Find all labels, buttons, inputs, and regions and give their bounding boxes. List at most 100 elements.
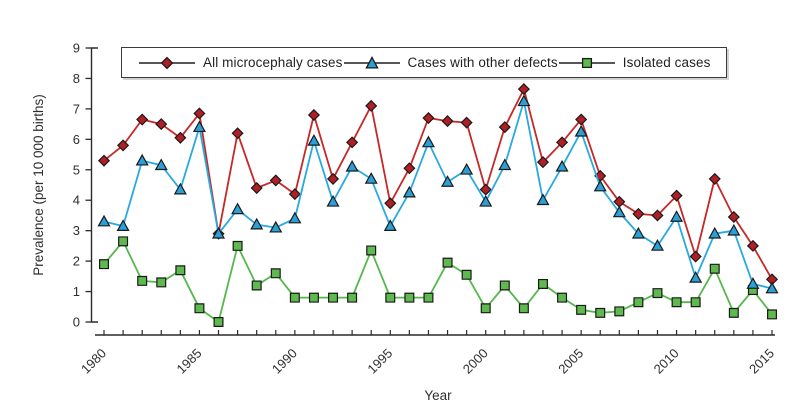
data-point-all-microcephaly-cases	[651, 209, 664, 222]
series-group	[97, 83, 779, 327]
data-point-all-microcephaly-cases	[670, 189, 683, 202]
data-point-cases-with-other-defects	[746, 277, 760, 289]
y-tick-label: 9	[73, 41, 80, 56]
data-point-all-microcephaly-cases	[422, 111, 435, 125]
y-tick-label: 4	[73, 193, 80, 208]
y-tick-label: 7	[73, 101, 80, 116]
data-point-cases-with-other-defects	[231, 202, 245, 215]
data-point-all-microcephaly-cases	[498, 121, 511, 134]
data-point-cases-with-other-defects	[765, 281, 779, 294]
data-point-all-microcephaly-cases	[326, 172, 340, 185]
data-point-cases-with-other-defects	[631, 226, 645, 239]
data-point-all-microcephaly-cases	[117, 139, 130, 152]
data-point-isolated-cases	[537, 278, 548, 289]
data-point-isolated-cases	[423, 292, 434, 303]
data-point-cases-with-other-defects	[97, 214, 111, 227]
data-point-isolated-cases	[595, 307, 606, 318]
x-tick-label: 1985	[173, 346, 204, 377]
data-point-cases-with-other-defects	[326, 194, 340, 207]
data-point-isolated-cases	[366, 245, 377, 256]
triangle-marker-icon	[343, 55, 400, 69]
data-point-cases-with-other-defects	[670, 210, 684, 222]
data-point-all-microcephaly-cases	[746, 239, 759, 252]
data-point-cases-with-other-defects	[116, 219, 130, 231]
data-point-all-microcephaly-cases	[479, 183, 492, 196]
series-isolated-cases	[99, 236, 777, 327]
data-point-cases-with-other-defects	[574, 124, 588, 137]
data-point-cases-with-other-defects	[307, 134, 321, 146]
data-point-cases-with-other-defects	[593, 179, 607, 192]
y-axis-title: Prevalence (per 10 000 births)	[31, 94, 46, 276]
data-point-all-microcephaly-cases	[441, 115, 454, 128]
data-point-all-microcephaly-cases	[250, 181, 263, 195]
data-point-cases-with-other-defects	[555, 159, 569, 172]
data-point-isolated-cases	[633, 297, 644, 308]
data-point-all-microcephaly-cases	[384, 197, 397, 210]
data-point-isolated-cases	[194, 303, 205, 314]
y-tick-label: 3	[73, 223, 80, 238]
data-point-isolated-cases	[328, 292, 339, 303]
data-point-all-microcephaly-cases	[193, 107, 206, 120]
data-point-cases-with-other-defects	[288, 211, 302, 224]
data-point-cases-with-other-defects	[650, 239, 665, 251]
data-point-all-microcephaly-cases	[269, 174, 282, 187]
axes: 0 1 2 3 4 5 6 7 8 9 1980 1985 1990 1995 2000 2005 2010 20…	[73, 41, 777, 377]
x-tick-label: 1990	[269, 346, 300, 377]
data-point-cases-with-other-defects	[612, 205, 626, 218]
data-point-isolated-cases	[156, 277, 167, 288]
data-point-isolated-cases	[518, 303, 529, 314]
data-point-cases-with-other-defects	[498, 158, 512, 171]
data-point-isolated-cases	[442, 257, 453, 268]
data-point-cases-with-other-defects	[460, 162, 474, 175]
x-tick-label: 1995	[364, 346, 395, 377]
data-point-all-microcephaly-cases	[174, 131, 187, 144]
legend-entry-all-cases: All microcephaly cases	[138, 55, 343, 70]
data-point-all-microcephaly-cases	[556, 136, 569, 149]
data-point-cases-with-other-defects	[250, 217, 264, 230]
data-point-all-microcephaly-cases	[97, 154, 111, 167]
data-point-all-microcephaly-cases	[307, 108, 320, 122]
data-point-isolated-cases	[270, 268, 281, 279]
data-point-isolated-cases	[232, 240, 243, 251]
data-point-all-microcephaly-cases	[136, 113, 149, 126]
data-point-cases-with-other-defects	[211, 226, 226, 239]
data-point-cases-with-other-defects	[536, 193, 550, 206]
data-point-cases-with-other-defects	[421, 135, 435, 148]
data-point-cases-with-other-defects	[192, 120, 206, 133]
legend-entry-other-defects: Cases with other defects	[343, 55, 558, 70]
series-line-cases-with-other-defects	[103, 100, 773, 290]
series-line-all-microcephaly-cases	[103, 88, 773, 280]
data-point-all-microcephaly-cases	[536, 156, 550, 169]
data-point-isolated-cases	[99, 259, 109, 270]
data-point-isolated-cases	[690, 297, 701, 308]
data-point-isolated-cases	[671, 297, 682, 308]
data-point-cases-with-other-defects	[517, 94, 531, 107]
data-point-isolated-cases	[137, 275, 148, 286]
y-tick-label: 6	[73, 132, 80, 147]
legend-label: Cases with other defects	[407, 55, 558, 70]
data-point-all-microcephaly-cases	[288, 188, 301, 201]
data-point-all-microcephaly-cases	[231, 127, 244, 140]
data-point-isolated-cases	[652, 288, 663, 299]
data-point-isolated-cases	[767, 309, 777, 320]
x-tick-label: 2010	[651, 346, 682, 377]
data-point-isolated-cases	[251, 280, 262, 291]
series-cases-with-other-defects	[97, 94, 779, 294]
data-point-cases-with-other-defects	[441, 175, 455, 187]
data-point-all-microcephaly-cases	[689, 250, 702, 263]
data-point-cases-with-other-defects	[173, 182, 187, 195]
data-point-isolated-cases	[175, 265, 186, 276]
square-marker-icon	[558, 57, 615, 68]
series-all-microcephaly-cases	[97, 83, 779, 286]
data-point-cases-with-other-defects	[708, 226, 722, 239]
y-tick-label: 0	[73, 315, 80, 330]
legend: All microcephaly cases Cases with other …	[121, 47, 727, 78]
data-point-all-microcephaly-cases	[727, 210, 740, 224]
data-point-isolated-cases	[709, 263, 720, 274]
x-tick-label: 1980	[78, 346, 109, 377]
data-point-cases-with-other-defects	[364, 172, 378, 184]
data-point-all-microcephaly-cases	[155, 118, 168, 131]
data-point-isolated-cases	[213, 317, 224, 327]
data-point-cases-with-other-defects	[689, 271, 703, 283]
